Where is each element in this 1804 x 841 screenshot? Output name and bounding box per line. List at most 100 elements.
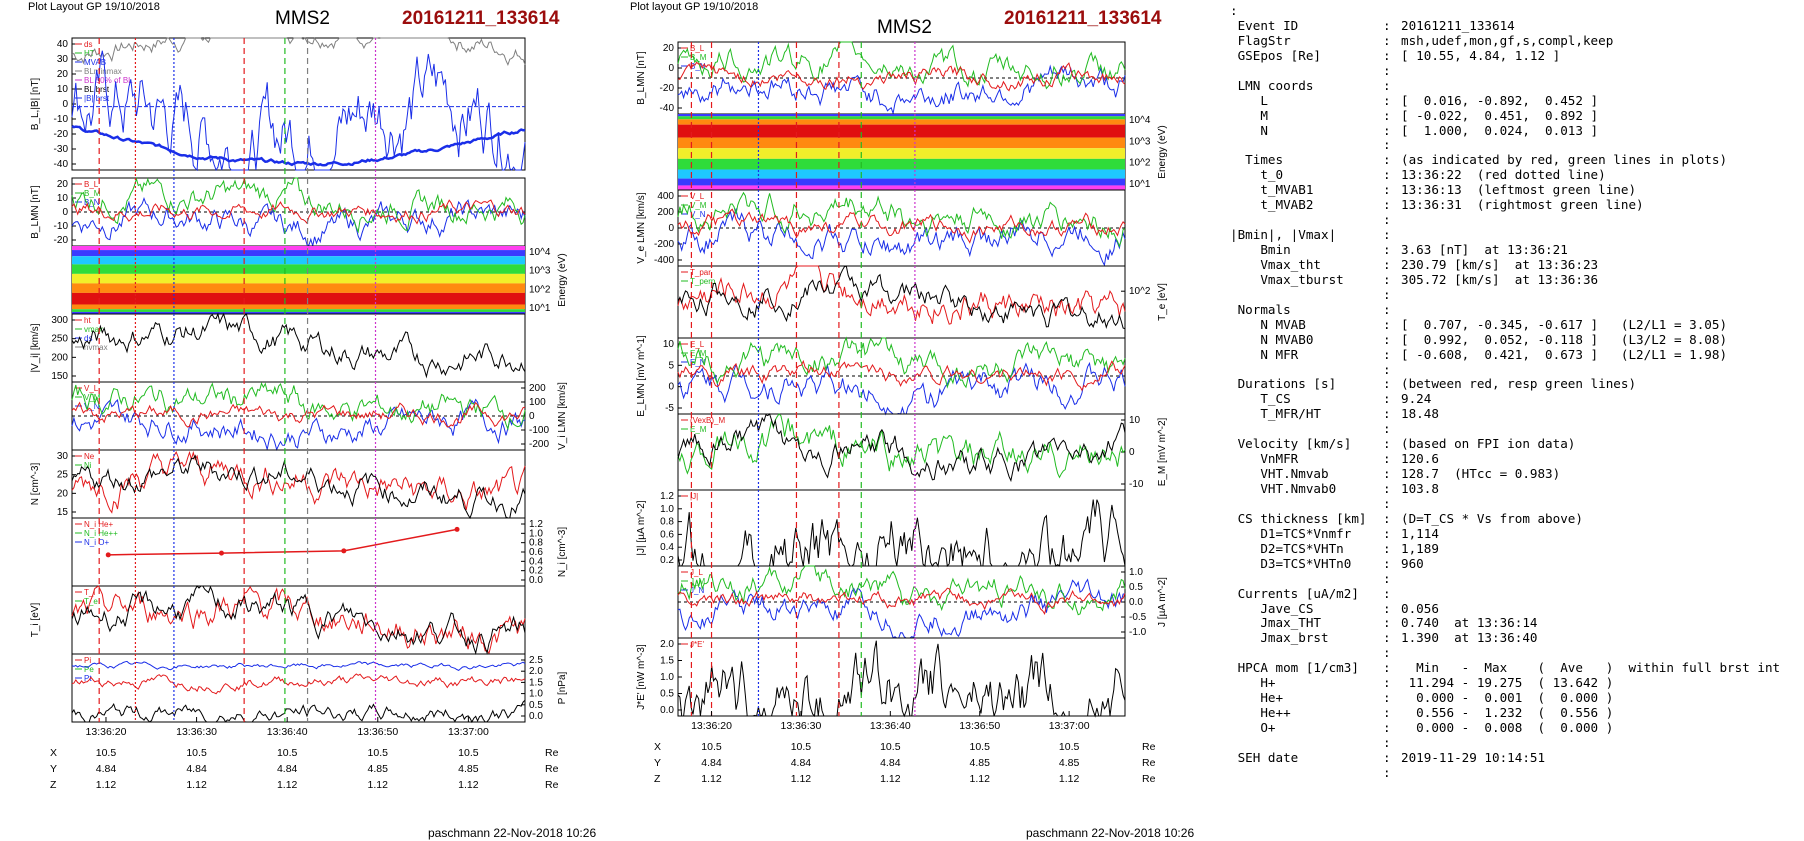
info-row: : [1230,287,1780,303]
info-key: M [1230,107,1268,123]
y-axis-label: T_i [eV] [30,603,41,638]
y-tick-label: 1.0 [660,504,674,515]
series-line [677,578,1126,639]
position-row-label: Z [654,773,661,785]
info-key: O+ [1230,720,1276,735]
y-tick-label: 0 [668,223,674,234]
info-key: N MVAB [1230,316,1306,332]
info-row: Normals: [1230,301,1780,318]
y-tick-label: 10^2 [1129,158,1151,169]
info-key: He++ [1230,705,1291,721]
info-key: H+ [1230,675,1276,691]
info-key: Durations [s] [1230,376,1337,392]
info-colon: : [1383,406,1391,422]
info-colon: : [1383,271,1391,287]
mid-panel-2: 10^4 10^3 10^2 10^1 Energy (eV) [677,113,1168,191]
info-value: [ 0.992, 0.052, -0.118 ] (L3/L2 = 8.08) [1401,331,1728,347]
position-unit: Re [1142,757,1156,769]
series-line [677,64,1126,116]
position-value: 10.5 [458,747,479,759]
y-tick-label: -20 [54,235,69,246]
y-tick-label: 0.6 [660,529,674,540]
info-key: He+ [1230,690,1284,706]
y-tick-label: 0.4 [660,542,674,553]
legend-label: B_M [690,53,707,62]
y-tick-label: 2.0 [660,639,674,650]
info-value: 2019-11-29 10:14:51 [1401,749,1546,765]
series-line [677,499,1126,568]
info-colon: : [1383,122,1391,138]
info-colon [1383,4,1401,19]
y-tick-label: 10 [1129,415,1141,426]
legend-label: N_i He+ [84,520,113,529]
info-row: H+: 11.294 - 19.275 ( 13.642 ) [1230,675,1780,691]
y-tick-label: 0.5 [529,700,543,711]
position-value: 10.5 [880,741,901,753]
legend-label: T_i [84,588,95,597]
y-tick-label: 30 [57,54,69,65]
info-value: (between red, resp green lines) [1401,376,1637,392]
info-key: t_MVAB1 [1230,182,1314,198]
y-axis-label: Energy (eV) [557,253,568,306]
y-tick-label: 20 [57,179,69,190]
info-value: 1,114 [1401,525,1439,541]
mid-panel-8: 1.0 0.5 0.0 -0.5 -1.0 J [µA m^-2] J_LJ_MJ_N [677,565,1168,639]
y-tick-label: 200 [51,352,68,363]
y-tick-label: 0.5 [660,689,674,700]
position-value: 4.85 [368,763,389,775]
legend-label: nvmax [84,343,108,352]
info-key: HPCA mom [1/cm3] [1230,660,1359,676]
y-tick-label: 1.5 [660,656,674,667]
info-row: t_0:13:36:22 (red dotted line) [1230,167,1780,183]
y-tick-label: 400 [657,191,674,202]
position-value: 1.12 [458,779,479,791]
info-key: Vmax_tburst [1230,271,1344,287]
info-colon: : [1383,764,1391,780]
info-colon: : [1383,570,1391,586]
info-value: 11.294 - 19.275 ( 13.642 ) [1401,675,1614,691]
y-axis-label: T_e [eV] [1157,283,1168,321]
info-value: [ 0.016, -0.892, 0.452 ] [1401,92,1599,108]
series-line [71,699,526,724]
y-tick-label: -1.0 [1129,627,1147,638]
mid-panel-7: 1.2 1.0 0.80.6 0.4 0.2 |J| [µA m^-2] |J| [636,489,1126,568]
info-key: Jmax_brst [1230,630,1329,646]
info-value: 230.79 [km/s] at 13:36:23 [1401,256,1599,272]
info-colon: : [1383,242,1391,257]
position-unit: Re [1142,773,1156,785]
info-colon: : [1383,615,1391,631]
info-value: 0.056 [1401,600,1439,616]
series-line [71,585,526,655]
series-line [677,265,1126,325]
mid-footer-credit: paschmann 22-Nov-2018 10:26 [1026,826,1195,840]
position-value: 4.84 [701,757,722,769]
legend-label: Ni [84,461,92,470]
series-line [71,401,526,428]
left-panel-8: T_i [eV] T_iT_e [30,585,526,655]
info-colon: : [1383,451,1391,467]
info-value: 305.72 [km/s] at 13:36:36 [1401,271,1599,287]
info-row: L: [ 0.016, -0.892, 0.452 ] [1230,92,1780,109]
info-key: Normals [1230,301,1291,317]
info-row: : [1230,570,1780,587]
info-value: 0.000 - 0.008 ( 0.000 ) [1401,720,1614,735]
legend-label: |J| [690,492,698,501]
info-key [1230,497,1383,512]
position-value: 1.12 [701,773,722,785]
time-tick-label: 13:36:50 [357,726,398,738]
y-axis-label: E_LMN [mV m^-1] [636,335,647,417]
y-axis-label: J [µA m^-2] [1157,577,1168,627]
panel-frame [71,585,526,655]
info-colon: : [1383,167,1391,183]
legend-label: E_L [690,340,705,349]
legend-label: T_perp [690,277,716,286]
legend-label: N_i O+ [84,538,109,547]
position-value: 10.5 [368,747,389,759]
y-tick-label: 30 [57,451,69,462]
position-unit: Re [545,747,559,759]
left-panel-1: 40 30 20 10 0 -10 -20 -30 -40 B_L,|B| [nT] dsHTMVA… [30,36,526,172]
info-key: CS thickness [km] [1230,510,1367,526]
left-footer-credit: paschmann 22-Nov-2018 10:26 [428,826,597,840]
y-axis-label: N_i [cm^-3] [557,527,568,577]
